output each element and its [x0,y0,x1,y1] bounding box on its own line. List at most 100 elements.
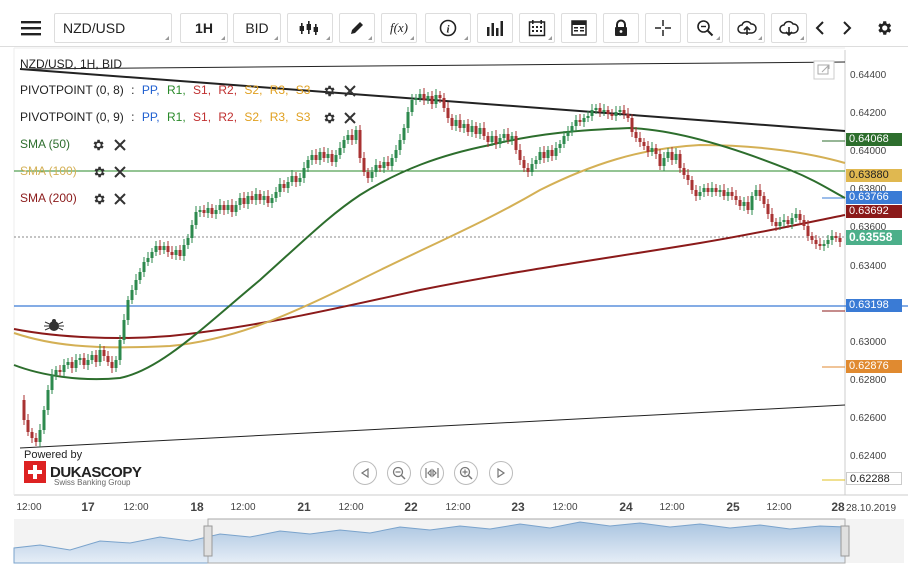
maximize-icon[interactable] [813,60,835,80]
pivot2-r1: R1, [166,110,186,124]
candle-body [194,212,198,225]
symbol-selector[interactable]: NZD/USD [54,13,172,43]
pivot1-gear-icon[interactable] [322,84,336,98]
scroll-forward-button[interactable] [489,461,513,485]
candle-body [578,120,582,122]
candle-body [498,138,502,144]
price-tick-label: 0.64200 [850,108,887,120]
candle-body [430,96,434,104]
timeframe-selector[interactable]: 1H [180,13,228,43]
candle-body [606,110,610,114]
candle-body [670,152,674,160]
candle-body [634,132,638,138]
candle-body [510,136,514,140]
indicators-button[interactable]: f(x) [381,13,417,43]
pivot2-r2: R2, [218,110,238,124]
pivot1-s1: S1, [193,83,212,97]
lock-button[interactable] [603,13,639,43]
price-tag: 0.63880 [846,169,902,183]
candle-body [70,362,74,368]
pivot1-s3: S3 [295,83,311,97]
zoom-button[interactable] [687,13,723,43]
side-selector[interactable]: BID [233,13,281,43]
candle-body [314,155,318,160]
chart-type-button[interactable] [287,13,333,43]
navigator-left-handle[interactable] [203,525,213,557]
scroll-back-button[interactable] [353,461,377,485]
candle-body [694,190,698,196]
candlestick-icon [299,21,318,35]
navigator-right-handle[interactable] [840,525,850,557]
candle-body [250,196,254,200]
candle-body [206,208,210,213]
crosshair-button[interactable] [645,13,681,43]
trendline-upper[interactable] [19,61,846,70]
candle-body [490,136,494,142]
time-tick-label: 12:00 [659,502,685,513]
pivot2-name: PIVOTPOINT (0, 9) [20,110,124,124]
dukascopy-logo[interactable]: DUKASCOPY Swiss Banking Group [24,461,142,487]
candle-body [762,196,766,204]
zoom-in-button[interactable] [454,461,478,485]
sma200-close-icon[interactable] [113,192,127,206]
volume-button[interactable] [477,13,513,43]
candle-body [82,358,86,365]
candle-body [826,240,830,244]
sma100-close-icon[interactable] [113,165,127,179]
sma200-legend: SMA (200) [20,191,127,206]
pivot1-s2: S2, [244,83,263,97]
candle-body [602,110,606,112]
upload-button[interactable] [729,13,765,43]
price-tick-label: 0.63400 [850,260,887,272]
candle-body [338,148,342,155]
candle-body [234,205,238,212]
pivot2-s2: S2, [244,110,263,124]
zoom-out-button[interactable] [387,461,411,485]
candle-body [370,172,374,178]
pivot2-gear-icon[interactable] [322,111,336,125]
candle-body [838,238,842,242]
candle-body [570,126,574,132]
pivot2-s3: S3 [295,110,311,124]
symbol-label: NZD/USD [63,20,126,36]
candle-body [622,110,626,114]
pivot1-close-icon[interactable] [343,84,357,98]
candle-body [442,98,446,108]
scroll-left-button[interactable] [807,13,833,43]
trendline-support[interactable] [19,404,846,449]
candle-body [682,168,686,175]
draw-tool-button[interactable] [339,13,375,43]
candle-body [186,238,190,245]
candle-body [514,136,518,150]
candle-body [586,116,590,118]
sma200-gear-icon[interactable] [92,192,106,206]
candle-body [658,154,662,166]
report-button[interactable] [561,13,597,43]
candle-body [214,210,218,214]
menu-button[interactable] [14,13,48,43]
pivot2-close-icon[interactable] [343,111,357,125]
candle-body [402,128,406,140]
sma50-gear-icon[interactable] [91,138,105,152]
calendar-button[interactable] [519,13,555,43]
sma200-name: SMA (200) [20,191,77,205]
price-tick-label: 0.64400 [850,70,887,81]
settings-button[interactable] [870,13,898,43]
candle-body [530,164,534,172]
price-tick-label: 0.63600 [850,222,887,234]
sma50-close-icon[interactable] [113,138,127,152]
candle-body [126,300,130,320]
candle-body [266,196,270,203]
spider-icon[interactable] [44,319,64,331]
candle-body [306,160,310,168]
sma100-gear-icon[interactable] [92,165,106,179]
candle-body [534,160,538,164]
sma50-name: SMA (50) [20,137,71,151]
candle-body [274,192,278,198]
scroll-right-button[interactable] [834,13,860,43]
info-button[interactable]: i [425,13,471,43]
download-button[interactable] [771,13,807,43]
candle-body [182,245,186,256]
reset-zoom-button[interactable] [420,461,444,485]
